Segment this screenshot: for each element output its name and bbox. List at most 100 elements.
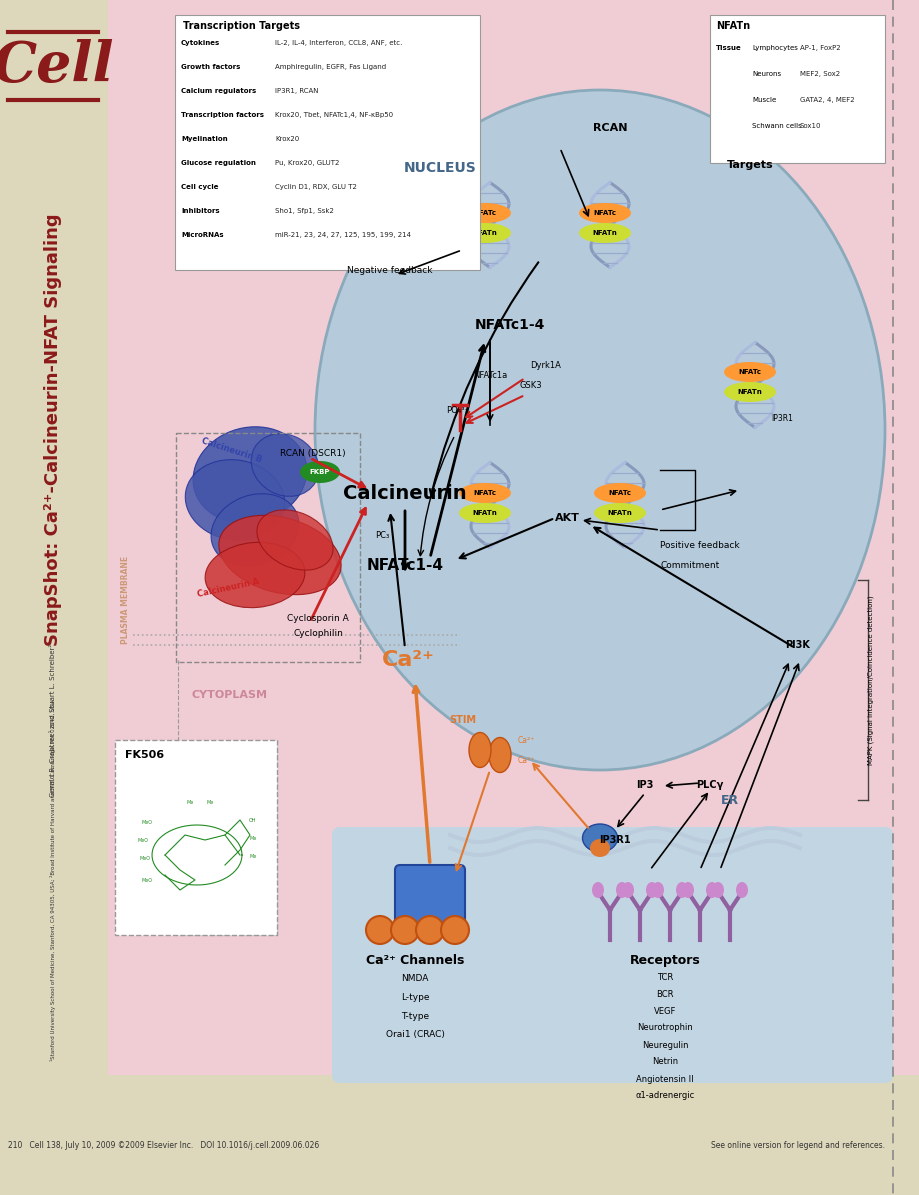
Text: PI3K: PI3K bbox=[785, 641, 810, 650]
Text: Targets: Targets bbox=[726, 160, 773, 170]
Text: NFATn: NFATn bbox=[607, 510, 631, 516]
Text: Glucose regulation: Glucose regulation bbox=[181, 160, 255, 166]
Text: Netrin: Netrin bbox=[652, 1058, 677, 1066]
Ellipse shape bbox=[711, 882, 723, 897]
Text: PLCγ: PLCγ bbox=[696, 780, 723, 790]
Text: ¹Stanford University School of Medicine, Stanford, CA 94305, USA; ²Broad Institu: ¹Stanford University School of Medicine,… bbox=[50, 699, 56, 1061]
Text: RCAN (DSCR1): RCAN (DSCR1) bbox=[280, 448, 346, 458]
Ellipse shape bbox=[735, 882, 747, 897]
Text: Cytokines: Cytokines bbox=[181, 39, 220, 45]
Text: VEGF: VEGF bbox=[653, 1006, 675, 1016]
Ellipse shape bbox=[459, 223, 510, 243]
Text: Calcineurin A: Calcineurin A bbox=[197, 577, 260, 599]
Text: IP3R1, RCAN: IP3R1, RCAN bbox=[275, 88, 318, 94]
Text: MeO: MeO bbox=[142, 877, 153, 882]
Text: GATA2, 4, MEF2: GATA2, 4, MEF2 bbox=[800, 97, 854, 103]
Text: Calcineurin: Calcineurin bbox=[343, 484, 466, 503]
Text: Cyclophilin: Cyclophilin bbox=[293, 629, 343, 637]
Text: Lymphocytes: Lymphocytes bbox=[751, 45, 797, 51]
Circle shape bbox=[366, 917, 393, 944]
Ellipse shape bbox=[469, 733, 491, 767]
Text: NMDA: NMDA bbox=[401, 974, 428, 982]
Text: Tissue: Tissue bbox=[715, 45, 741, 51]
Text: Inhibitors: Inhibitors bbox=[181, 208, 220, 214]
Bar bbox=[175, 16, 480, 270]
Text: Calcium regulators: Calcium regulators bbox=[181, 88, 256, 94]
Text: SnapShot: Ca²⁺-Calcineurin-NFAT Signaling: SnapShot: Ca²⁺-Calcineurin-NFAT Signalin… bbox=[44, 214, 62, 646]
Ellipse shape bbox=[578, 223, 630, 243]
Text: MEF2, Sox2: MEF2, Sox2 bbox=[800, 71, 839, 76]
Text: Cell cycle: Cell cycle bbox=[181, 184, 219, 190]
Ellipse shape bbox=[591, 882, 604, 897]
Ellipse shape bbox=[459, 483, 510, 503]
Text: Gerald R. Crabtree¹ and Stuart L. Schreiber²: Gerald R. Crabtree¹ and Stuart L. Schrei… bbox=[50, 643, 56, 797]
Text: Orai1 (CRAC): Orai1 (CRAC) bbox=[385, 1030, 444, 1040]
Bar bbox=[0, 1076, 919, 1195]
Text: FK506: FK506 bbox=[125, 750, 164, 760]
Text: Neuregulin: Neuregulin bbox=[641, 1041, 687, 1049]
Circle shape bbox=[391, 917, 418, 944]
Text: miR-21, 23, 24, 27, 125, 195, 199, 214: miR-21, 23, 24, 27, 125, 195, 199, 214 bbox=[275, 232, 411, 238]
Text: MAPK (Signal integration/Coincidence detection): MAPK (Signal integration/Coincidence det… bbox=[867, 595, 873, 765]
Ellipse shape bbox=[185, 460, 284, 540]
Text: BCR: BCR bbox=[655, 989, 673, 999]
Text: Me: Me bbox=[206, 799, 213, 804]
Text: Cell: Cell bbox=[0, 38, 114, 93]
FancyBboxPatch shape bbox=[332, 827, 892, 1083]
Text: NFATn: NFATn bbox=[737, 390, 762, 396]
Text: Ca²⁺: Ca²⁺ bbox=[381, 650, 434, 670]
Text: L-type: L-type bbox=[401, 993, 429, 1001]
Text: CYTOPLASM: CYTOPLASM bbox=[192, 690, 267, 700]
Text: Sox10: Sox10 bbox=[800, 123, 821, 129]
Text: NFATn: NFATn bbox=[472, 229, 497, 235]
Ellipse shape bbox=[578, 203, 630, 223]
Text: STIM: STIM bbox=[449, 715, 476, 725]
Ellipse shape bbox=[210, 494, 299, 566]
Bar bbox=[108, 0, 919, 1076]
Text: MeO: MeO bbox=[142, 820, 153, 825]
Text: MeO: MeO bbox=[137, 838, 148, 842]
Ellipse shape bbox=[652, 882, 664, 897]
Text: AKT: AKT bbox=[554, 513, 579, 523]
Ellipse shape bbox=[594, 483, 645, 503]
Text: NFATc1-4: NFATc1-4 bbox=[366, 558, 443, 572]
Text: FKBP: FKBP bbox=[310, 468, 330, 474]
Ellipse shape bbox=[681, 882, 693, 897]
Text: RCAN: RCAN bbox=[592, 123, 627, 133]
Text: IP3: IP3 bbox=[636, 780, 653, 790]
Text: Krox20: Krox20 bbox=[275, 136, 299, 142]
Ellipse shape bbox=[193, 427, 307, 523]
Text: α1-adrenergic: α1-adrenergic bbox=[635, 1091, 694, 1101]
Text: NFATc: NFATc bbox=[473, 210, 496, 216]
Bar bbox=[340, 840, 884, 1076]
Text: OH: OH bbox=[249, 817, 256, 822]
Text: NUCLEUS: NUCLEUS bbox=[403, 161, 476, 174]
Ellipse shape bbox=[300, 461, 340, 483]
Text: NFATn: NFATn bbox=[592, 229, 617, 235]
Text: Growth factors: Growth factors bbox=[181, 65, 240, 71]
Ellipse shape bbox=[616, 882, 628, 897]
Text: NFATc: NFATc bbox=[607, 490, 630, 496]
Text: Cyclin D1, RDX, GLU T2: Cyclin D1, RDX, GLU T2 bbox=[275, 184, 357, 190]
Ellipse shape bbox=[251, 434, 319, 496]
Text: IL-2, IL-4, Interferon, CCL8, ANF, etc.: IL-2, IL-4, Interferon, CCL8, ANF, etc. bbox=[275, 39, 402, 45]
Text: Commitment: Commitment bbox=[660, 560, 719, 570]
Text: MeO: MeO bbox=[140, 856, 151, 860]
Text: T-type: T-type bbox=[401, 1011, 428, 1021]
Text: Neurotrophin: Neurotrophin bbox=[637, 1023, 692, 1032]
Text: Myelination: Myelination bbox=[181, 136, 227, 142]
Ellipse shape bbox=[459, 203, 510, 223]
Text: Amphiregulin, EGFR, Fas Ligand: Amphiregulin, EGFR, Fas Ligand bbox=[275, 65, 386, 71]
Text: NFATn: NFATn bbox=[715, 22, 749, 31]
Ellipse shape bbox=[705, 882, 717, 897]
Text: IP3R1: IP3R1 bbox=[598, 835, 630, 845]
Bar bbox=[709, 16, 884, 163]
Text: Me: Me bbox=[249, 853, 256, 858]
Text: NFATn: NFATn bbox=[472, 510, 497, 516]
Text: ER: ER bbox=[720, 793, 738, 807]
Ellipse shape bbox=[723, 382, 775, 402]
Text: TCR: TCR bbox=[656, 973, 673, 981]
Text: Cyclosporin A: Cyclosporin A bbox=[287, 613, 348, 623]
Text: Neurons: Neurons bbox=[751, 71, 780, 76]
Text: Receptors: Receptors bbox=[629, 954, 699, 967]
